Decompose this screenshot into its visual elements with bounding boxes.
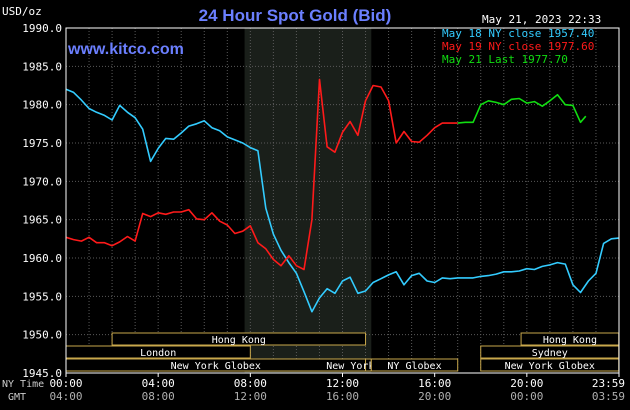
session-bar-label: New York Globex xyxy=(171,361,261,372)
session-bar: Hong Kong xyxy=(520,332,620,346)
session-bar-label: New York Globex xyxy=(505,361,595,372)
y-tick-label: 1955.0 xyxy=(22,290,62,303)
session-bar: New York Globex xyxy=(65,358,367,372)
kitco-website-label: www.kitco.com xyxy=(67,41,184,58)
session-bar: NY Globex xyxy=(370,358,459,372)
x-tick-label-ny: 20:00 xyxy=(510,377,543,390)
session-bar-label: London xyxy=(140,348,176,359)
x-tick-label-ny: 04:00 xyxy=(142,377,175,390)
session-bar: Hong Kong xyxy=(111,332,367,346)
session-bar: Sydney xyxy=(480,345,620,359)
legend-entry-may-18: May 18 NY close 1957.40 xyxy=(442,27,594,40)
series-line-may-21 xyxy=(457,93,587,124)
session-bar-box xyxy=(111,332,367,346)
session-bar: New York Globex xyxy=(480,358,620,372)
plot-border xyxy=(65,27,620,374)
y-axis-unit-label: USD/oz xyxy=(2,5,42,18)
x-tick-label-gmt: 16:00 xyxy=(326,390,359,403)
chart-timestamp: May 21, 2023 22:33 xyxy=(482,13,601,26)
x-tick-label-gmt: 20:00 xyxy=(418,390,451,403)
y-tick-label: 1960.0 xyxy=(22,252,62,265)
series-line-may-19 xyxy=(65,78,458,271)
x-tick-label-gmt: 00:00 xyxy=(510,390,543,403)
y-tick-label: 1965.0 xyxy=(22,214,62,227)
session-bar-label: Hong Kong xyxy=(543,335,597,346)
legend-entry-may-21: May 21 Last 1977.70 xyxy=(442,53,568,66)
session-bar: London xyxy=(65,345,251,359)
x-tick-label-ny: 23:59 xyxy=(592,377,625,390)
x-tick-label-gmt: 12:00 xyxy=(234,390,267,403)
y-tick-label: 1975.0 xyxy=(22,137,62,150)
session-bar-box xyxy=(370,358,459,372)
x-tick-label-ny: 08:00 xyxy=(234,377,267,390)
legend: May 18 NY close 1957.40 May 19 NY close … xyxy=(442,27,594,66)
session-bar-label: New York NYMEX xyxy=(326,361,410,372)
x-tick-label-ny: 16:00 xyxy=(418,377,451,390)
x-tick-label-ny: 12:00 xyxy=(326,377,359,390)
x-tick-label-gmt: 04:00 xyxy=(49,390,82,403)
x-row-label-gmt: GMT xyxy=(8,392,26,403)
y-tick-label: 1985.0 xyxy=(22,60,62,73)
y-tick-label: 1950.0 xyxy=(22,329,62,342)
x-tick-label-ny: 00:00 xyxy=(49,377,82,390)
x-tick-label-gmt: 08:00 xyxy=(142,390,175,403)
series-line-may-18 xyxy=(65,88,619,313)
y-tick-label: 1970.0 xyxy=(22,175,62,188)
session-bar-label: Hong Kong xyxy=(212,335,266,346)
session-bar-label: Sydney xyxy=(532,348,568,359)
shaded-session-region xyxy=(244,28,372,373)
session-bar-label: NY Globex xyxy=(387,361,441,372)
y-tick-label: 1945.0 xyxy=(22,367,62,380)
x-row-label-ny-time: NY Time xyxy=(2,379,44,390)
y-tick-label: 1980.0 xyxy=(22,99,62,112)
x-tick-label-gmt: 03:59 xyxy=(592,390,625,403)
y-tick-label: 1990.0 xyxy=(22,22,62,35)
chart-title: 24 Hour Spot Gold (Bid) xyxy=(199,6,392,25)
legend-entry-may-19: May 19 NY close 1977.60 xyxy=(442,40,594,53)
